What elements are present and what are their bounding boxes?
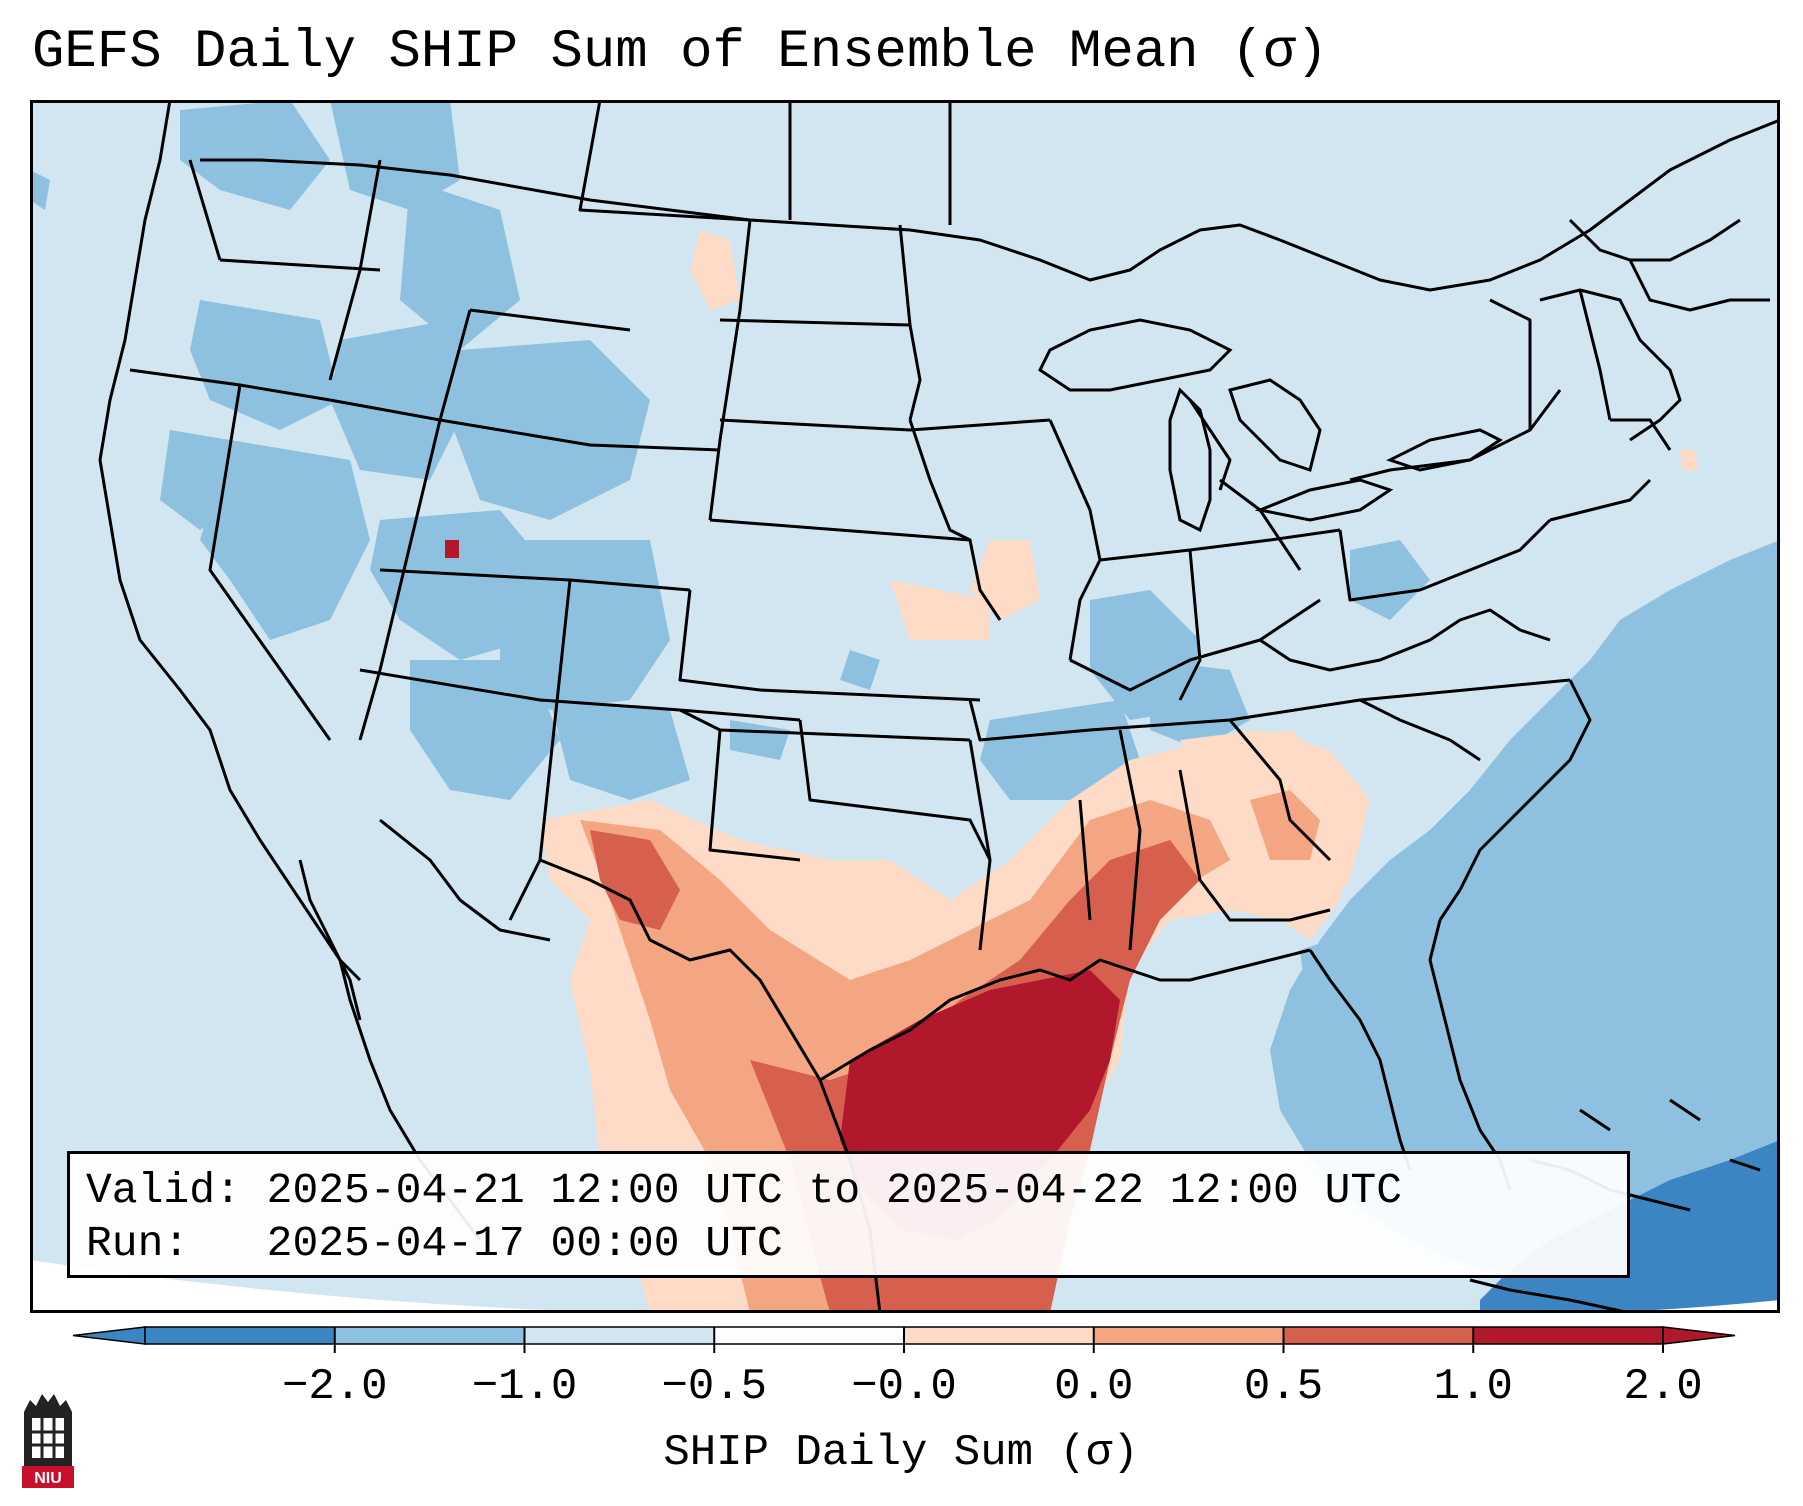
colorbar-segments bbox=[72, 1326, 1736, 1345]
colorbar-tick-label: −0.0 bbox=[851, 1362, 957, 1412]
valid-time-box: Valid: 2025-04-21 12:00 UTC to 2025-04-2… bbox=[67, 1151, 1630, 1278]
colorbar-label: SHIP Daily Sum (σ) bbox=[663, 1428, 1139, 1478]
colorbar-extend-min bbox=[72, 1326, 146, 1345]
projection-edge-right bbox=[1590, 1300, 1780, 1313]
projection-edge-left bbox=[30, 1260, 630, 1313]
colorbar-tick-label: −1.0 bbox=[471, 1362, 578, 1412]
colorbar-tick-label: 0.0 bbox=[1054, 1362, 1134, 1412]
run-value: 2025-04-17 00:00 UTC bbox=[266, 1219, 783, 1268]
colorbar-segment bbox=[714, 1327, 905, 1344]
run-label: Run: bbox=[86, 1219, 190, 1268]
map-panel bbox=[30, 100, 1780, 1313]
map-frame bbox=[30, 100, 1780, 1313]
colorbar-segment bbox=[1093, 1327, 1284, 1344]
valid-row: Valid: 2025-04-21 12:00 UTC to 2025-04-2… bbox=[86, 1164, 1611, 1217]
florida-blue-region bbox=[1300, 940, 1440, 1160]
valid-label: Valid: bbox=[86, 1166, 241, 1215]
colorbar-extend-max bbox=[1662, 1326, 1736, 1345]
niu-logo: NIU bbox=[22, 1394, 74, 1488]
political-borders bbox=[98, 100, 1780, 1313]
colorbar-segment bbox=[524, 1327, 715, 1344]
colorbar-tick-label: 1.0 bbox=[1433, 1362, 1513, 1412]
colorbar-segment bbox=[145, 1327, 336, 1344]
colorbar-tick-label: 2.0 bbox=[1623, 1362, 1703, 1412]
colorbar-tick-label: −2.0 bbox=[281, 1362, 388, 1412]
great-lakes bbox=[1038, 318, 1503, 533]
valid-value: 2025-04-21 12:00 UTC to 2025-04-22 12:00… bbox=[266, 1166, 1403, 1215]
colorbar-tick-label: 0.5 bbox=[1243, 1362, 1324, 1412]
colorbar-segment bbox=[1283, 1327, 1474, 1344]
logo-text: NIU bbox=[34, 1470, 62, 1487]
colorbar-segment bbox=[1473, 1327, 1664, 1344]
chart-title: GEFS Daily SHIP Sum of Ensemble Mean (σ) bbox=[32, 22, 1329, 83]
colorbar-frame bbox=[144, 1326, 1664, 1345]
run-row: Run: 2025-04-17 00:00 UTC bbox=[86, 1217, 1611, 1270]
colorbar-ticks bbox=[333, 1327, 1664, 1353]
colorbar-segment bbox=[334, 1327, 525, 1344]
western-blue-patches bbox=[30, 100, 1430, 800]
colorbar-tick-label: −0.5 bbox=[661, 1362, 768, 1412]
colorbar-segment bbox=[904, 1327, 1095, 1344]
